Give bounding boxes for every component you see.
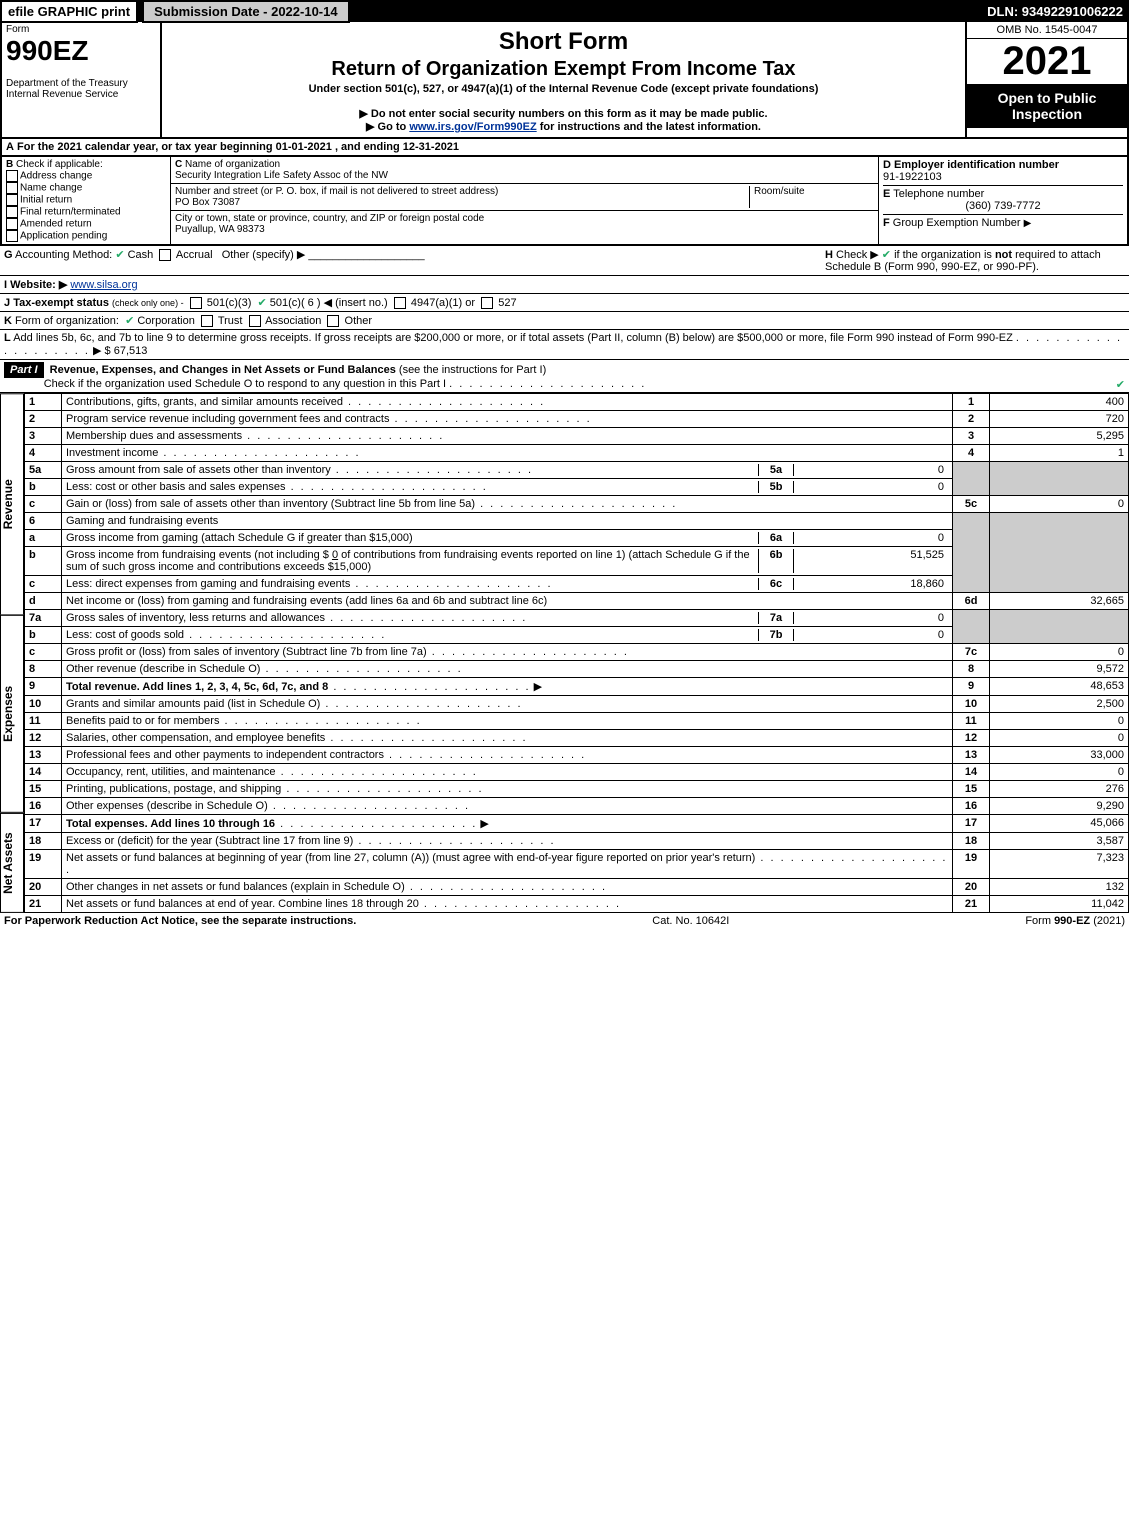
omb-number: OMB No. 1545-0047: [967, 22, 1127, 39]
checkbox-corp[interactable]: [125, 315, 134, 327]
checkbox-address-change[interactable]: [6, 170, 18, 182]
org-street: PO Box 73087: [175, 197, 240, 208]
checkbox-assoc[interactable]: [249, 315, 261, 327]
f-label: Group Exemption Number: [893, 217, 1021, 229]
submission-date: Submission Date - 2022-10-14: [142, 0, 350, 23]
tax-year: 2021: [967, 39, 1127, 84]
checkbox-accrual[interactable]: [159, 249, 171, 261]
efile-label[interactable]: efile GRAPHIC print: [0, 0, 138, 23]
c-city-label: City or town, state or province, country…: [175, 213, 484, 224]
c-street-label: Number and street (or P. O. box, if mail…: [175, 186, 498, 197]
department-label: Department of the Treasury: [6, 78, 128, 89]
checkbox-application-pending[interactable]: [6, 230, 18, 242]
checkbox-final-return[interactable]: [6, 206, 18, 218]
part-i-grid: Revenue Expenses Net Assets 1Contributio…: [0, 393, 1129, 913]
part-i-checknote: Check if the organization used Schedule …: [44, 378, 446, 390]
checkbox-other-org[interactable]: [327, 315, 339, 327]
part-i-label: Part I: [4, 362, 44, 378]
short-form-title: Short Form: [166, 28, 961, 56]
checkbox-527[interactable]: [481, 297, 493, 309]
i-label: Website: ▶: [10, 279, 67, 291]
subtitle: Under section 501(c), 527, or 4947(a)(1)…: [166, 83, 961, 95]
part-i-header: Part I Revenue, Expenses, and Changes in…: [0, 360, 1129, 393]
part-i-note: (see the instructions for Part I): [399, 364, 546, 376]
l-amount: $ 67,513: [105, 345, 148, 357]
phone-value: (360) 739-7772: [883, 200, 1123, 212]
line-l: L Add lines 5b, 6c, and 7b to line 9 to …: [0, 330, 1129, 360]
lines-table: 1Contributions, gifts, grants, and simil…: [24, 393, 1129, 913]
header-center: Short Form Return of Organization Exempt…: [162, 22, 965, 137]
bcdef-block: B Check if applicable: Address change Na…: [0, 157, 1129, 246]
checkbox-h[interactable]: [882, 249, 891, 261]
e-label: Telephone number: [893, 188, 984, 200]
line-gh: G Accounting Method: Cash Accrual Other …: [0, 246, 1129, 276]
checkbox-trust[interactable]: [201, 315, 213, 327]
note-goto: ▶ Go to www.irs.gov/Form990EZ for instru…: [166, 120, 961, 133]
line-i: I Website: ▶ www.silsa.org: [0, 276, 1129, 294]
b-label: Check if applicable:: [16, 159, 103, 170]
form-word: Form: [6, 24, 29, 35]
section-a: A For the 2021 calendar year, or tax yea…: [0, 139, 1129, 157]
col-b: B Check if applicable: Address change Na…: [2, 157, 171, 244]
irs-label: Internal Revenue Service: [6, 89, 118, 100]
sidebar-revenue: Revenue: [0, 393, 24, 615]
page-footer: For Paperwork Reduction Act Notice, see …: [0, 913, 1129, 929]
org-city: Puyallup, WA 98373: [175, 224, 265, 235]
line-j: J Tax-exempt status (check only one) - 5…: [0, 294, 1129, 312]
top-bar: efile GRAPHIC print Submission Date - 20…: [0, 0, 1129, 22]
g-label: Accounting Method:: [15, 249, 112, 261]
irs-link[interactable]: www.irs.gov/Form990EZ: [409, 121, 536, 133]
col-c: C Name of organization Security Integrat…: [171, 157, 878, 244]
l-text: Add lines 5b, 6c, and 7b to line 9 to de…: [13, 332, 1013, 344]
open-to-public: Open to Public Inspection: [967, 84, 1127, 128]
f-arrow-icon: [1024, 217, 1032, 229]
room-label: Room/suite: [754, 186, 805, 197]
checkbox-schedule-o[interactable]: [1116, 378, 1125, 391]
col-def: D Employer identification number 91-1922…: [878, 157, 1127, 244]
checkbox-cash[interactable]: [115, 249, 124, 261]
org-name: Security Integration Life Safety Assoc o…: [175, 170, 388, 181]
checkbox-amended-return[interactable]: [6, 218, 18, 230]
checkbox-501c[interactable]: [258, 297, 267, 309]
checkbox-initial-return[interactable]: [6, 194, 18, 206]
main-title: Return of Organization Exempt From Incom…: [166, 58, 961, 81]
section-a-text: For the 2021 calendar year, or tax year …: [17, 141, 459, 153]
part-i-title: Revenue, Expenses, and Changes in Net As…: [50, 364, 396, 376]
header-right: OMB No. 1545-0047 2021 Open to Public In…: [965, 22, 1127, 137]
c-name-label: Name of organization: [185, 159, 280, 170]
header-left: Form 990EZ Department of the Treasury In…: [2, 22, 162, 137]
k-label: Form of organization:: [15, 315, 119, 327]
form-number: 990EZ: [6, 35, 89, 66]
j-label: Tax-exempt status: [13, 297, 109, 309]
footer-catno: Cat. No. 10642I: [652, 915, 729, 927]
footer-formref: Form 990-EZ (2021): [1025, 915, 1125, 927]
checkbox-name-change[interactable]: [6, 182, 18, 194]
footer-left: For Paperwork Reduction Act Notice, see …: [4, 915, 356, 927]
sidebar-expenses: Expenses: [0, 615, 24, 813]
dln-number: DLN: 93492291006222: [987, 4, 1129, 19]
checkbox-501c3[interactable]: [190, 297, 202, 309]
d-label: Employer identification number: [894, 159, 1059, 171]
line-k: K Form of organization: Corporation Trus…: [0, 312, 1129, 330]
sidebar-netassets: Net Assets: [0, 813, 24, 913]
website-value[interactable]: www.silsa.org: [70, 279, 137, 291]
ein-value: 91-1922103: [883, 171, 942, 183]
checkbox-4947[interactable]: [394, 297, 406, 309]
form-header: Form 990EZ Department of the Treasury In…: [0, 22, 1129, 139]
note-ssn: ▶ Do not enter social security numbers o…: [166, 107, 961, 120]
